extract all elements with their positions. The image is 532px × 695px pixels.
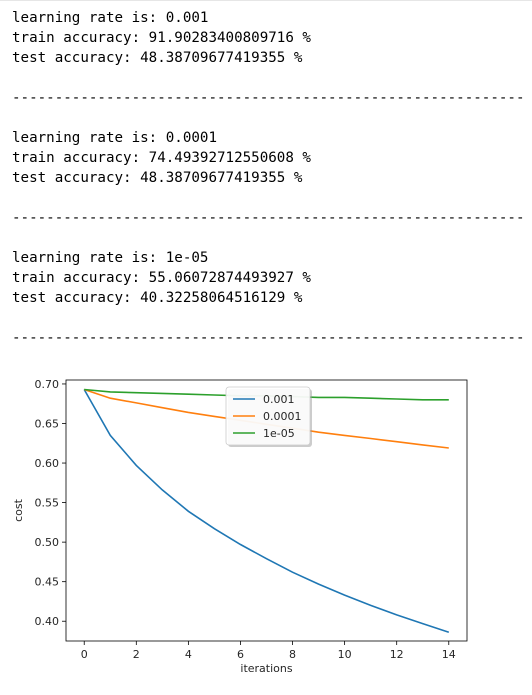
x-tick-label: 10 [338,648,352,661]
run-block-3: learning rate is: 1e-05 train accuracy: … [12,248,311,308]
y-tick-label: 0.55 [35,497,60,510]
separator-line: ----------------------------------------… [12,90,526,106]
test-accuracy-line: test accuracy: 48.38709677419355 % [12,170,303,186]
x-axis-ticks: 0 2 4 6 8 10 12 14 [81,641,456,661]
series-line-1 [83,389,450,634]
train-accuracy-line: train accuracy: 91.90283400809716 % [12,30,311,46]
x-axis-label: iterations [240,662,292,675]
legend-entry: 1e-05 [263,427,295,440]
test-accuracy-line: test accuracy: 40.32258064516129 % [12,290,303,306]
legend-entry: 0.001 [263,393,295,406]
run-block-2: learning rate is: 0.0001 train accuracy:… [12,128,311,188]
y-tick-label: 0.65 [35,418,60,431]
y-tick-label: 0.60 [35,457,60,470]
train-accuracy-line: train accuracy: 55.06072874493927 % [12,270,311,286]
legend-entry: 0.0001 [263,410,302,423]
y-tick-label: 0.40 [35,615,60,628]
learning-rate-line: learning rate is: 0.0001 [12,130,217,146]
separator-line: ----------------------------------------… [12,210,526,226]
cell-output-area: learning rate is: 0.001 train accuracy: … [0,0,532,346]
run-block-1: learning rate is: 0.001 train accuracy: … [12,8,311,68]
cost-chart: 0.40 0.45 0.50 0.55 0.60 0.65 0.70 0 2 4 6 8 10 12 14… [12,378,468,675]
y-tick-label: 0.50 [35,536,60,549]
y-tick-label: 0.70 [35,378,60,391]
x-tick-label: 2 [133,648,140,661]
x-tick-label: 14 [442,648,456,661]
learning-rate-line: learning rate is: 1e-05 [12,250,209,266]
test-accuracy-line: test accuracy: 48.38709677419355 % [12,50,303,66]
learning-rate-line: learning rate is: 0.001 [12,10,209,26]
x-tick-label: 4 [185,648,192,661]
y-axis-ticks: 0.40 0.45 0.50 0.55 0.60 0.65 0.70 [35,378,66,628]
y-axis-label: cost [12,498,25,522]
train-accuracy-line: train accuracy: 74.49392712550608 % [12,150,311,166]
legend-box [225,386,311,446]
x-tick-label: 8 [289,648,296,661]
x-tick-label: 0 [81,648,88,661]
x-tick-label: 6 [237,648,244,661]
chart-legend: 0.001 0.0001 1e-05 [225,386,312,447]
x-tick-label: 12 [390,648,404,661]
separator-line: ----------------------------------------… [12,330,526,346]
y-tick-label: 0.45 [35,576,60,589]
